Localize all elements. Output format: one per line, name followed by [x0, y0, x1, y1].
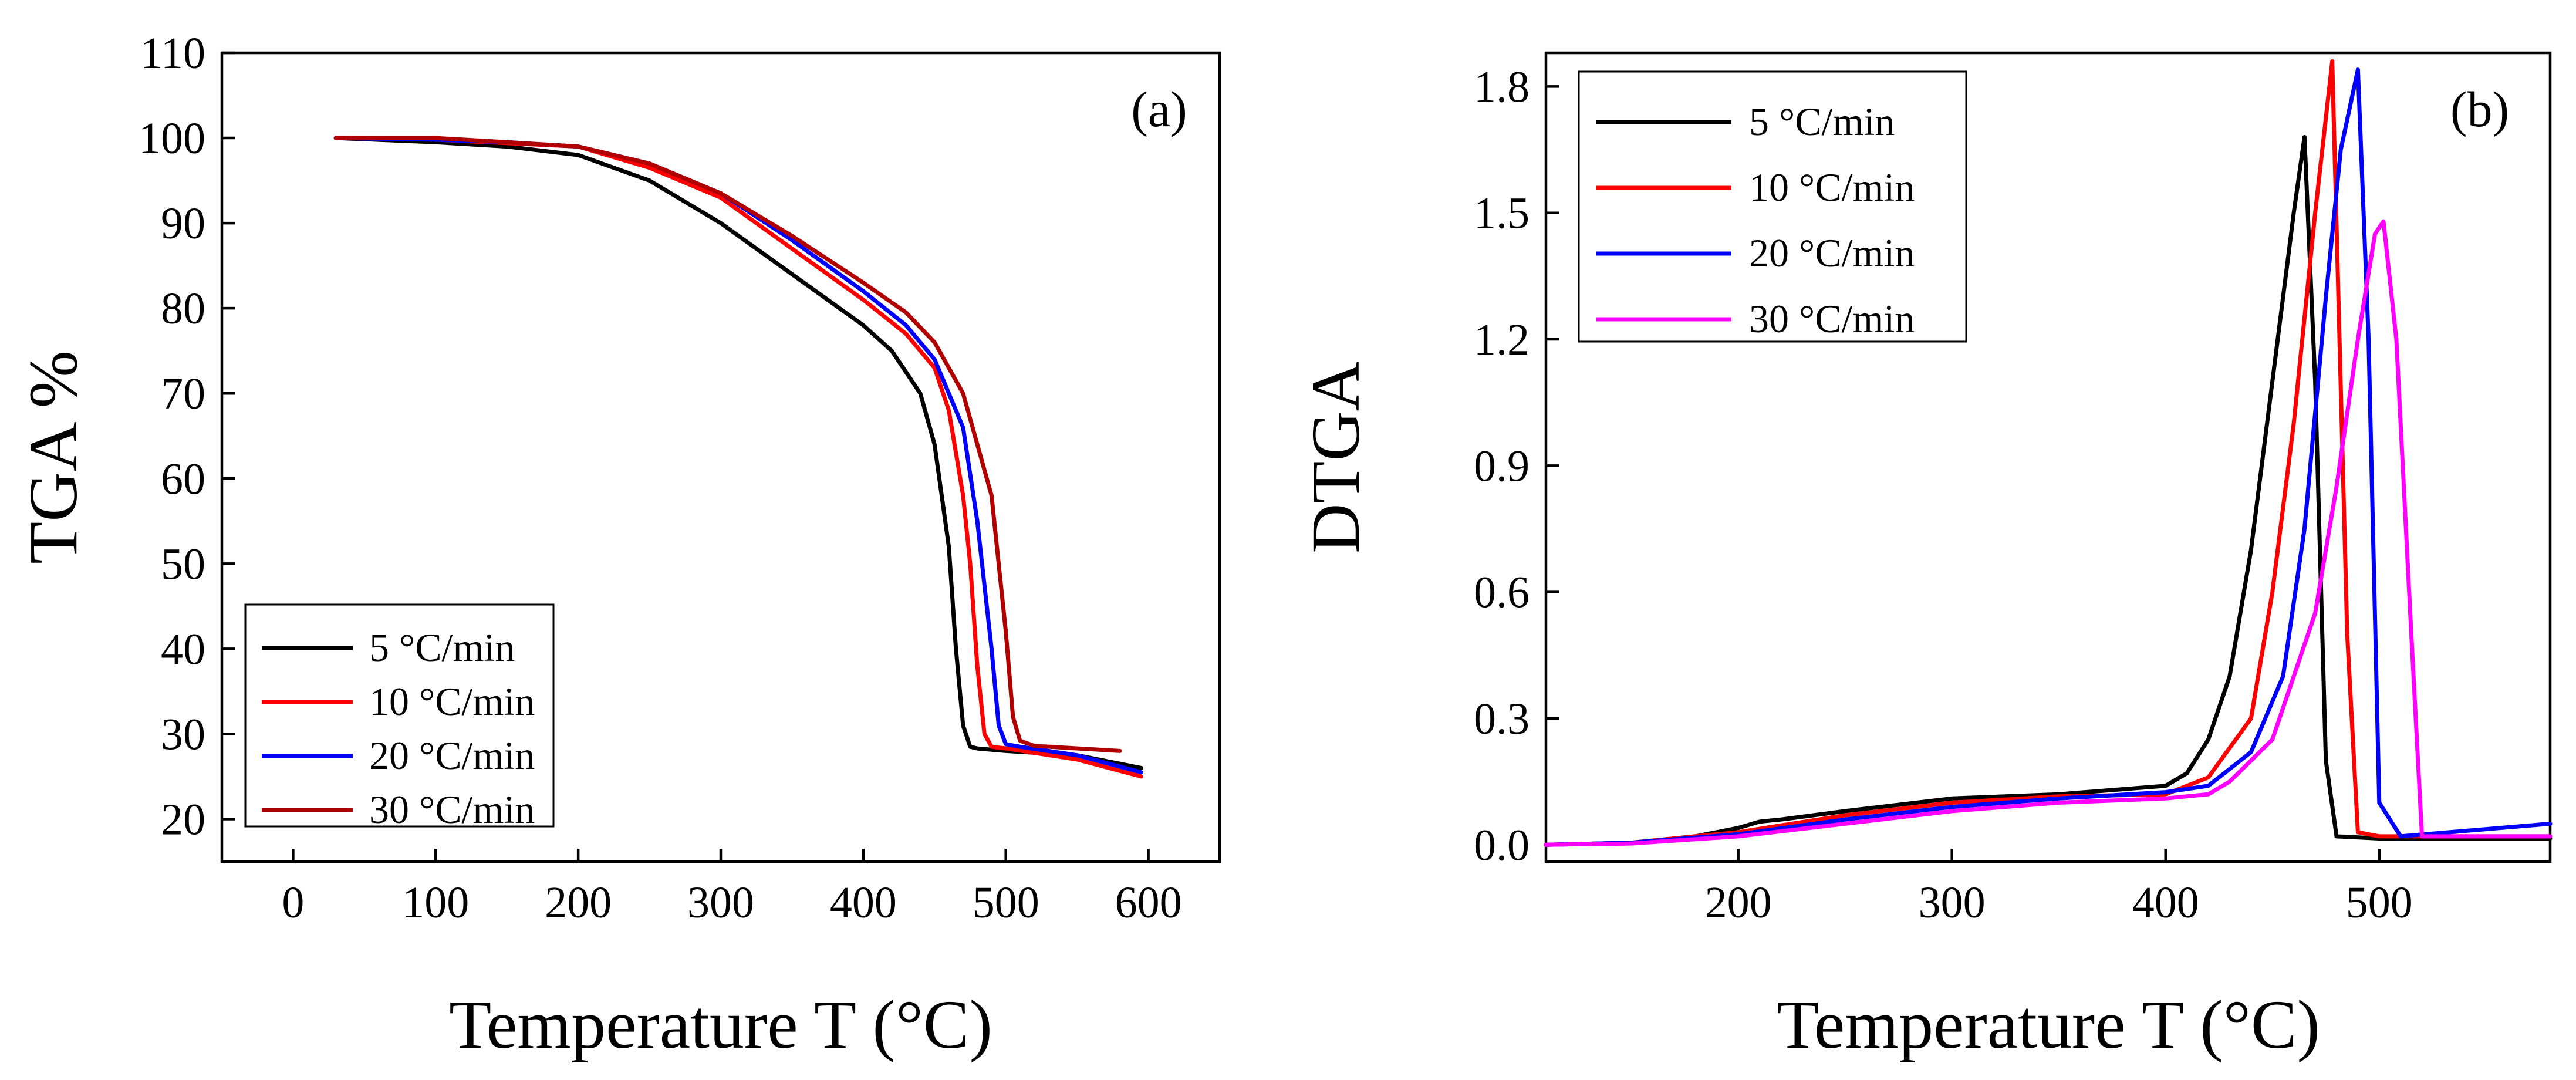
dtga-y-tick-label: 1.2: [1474, 315, 1530, 365]
dtga-x-tick-label: 400: [2132, 878, 2199, 927]
tga-legend-label: 20 °C/min: [369, 733, 535, 778]
tga-chart-panel: 0 100 200 300 400 500 600 20 30 40 50 60 70 80 90 100 11…: [15, 29, 1221, 1063]
dtga-panel-label: (b): [2450, 81, 2509, 137]
tga-panel-label: (a): [1131, 81, 1187, 137]
dtga-x-axis-title: Temperature T (°C): [1777, 986, 2320, 1063]
dtga-x-tick-label: 200: [1705, 878, 1772, 927]
dtga-legend-box: [1578, 70, 1967, 343]
tga-y-tick-label: 90: [161, 199, 205, 248]
tga-legend: 5 °C/min 10 °C/min 20 °C/min 30 °C/min: [244, 603, 555, 832]
tga-series-group: [333, 136, 1143, 779]
tga-x-axis-title: Temperature T (°C): [449, 986, 992, 1063]
tga-x-tick-label: 600: [1115, 878, 1182, 927]
tga-x-tick-label: 500: [973, 878, 1039, 927]
dtga-series-line: [1544, 59, 2553, 847]
tga-y-axis-title: TGA %: [15, 350, 92, 564]
dtga-y-tick-label: 0.9: [1474, 441, 1530, 491]
tga-series-line: [333, 136, 1143, 770]
dtga-y-tick-label: 0.3: [1474, 694, 1530, 744]
tga-x-tick-label: 0: [282, 878, 304, 927]
tga-y-tick-label: 110: [140, 29, 205, 78]
tga-y-tick-label: 40: [161, 625, 205, 674]
dtga-legend-label: 30 °C/min: [1749, 296, 1915, 341]
tga-y-tick-label: 70: [161, 369, 205, 419]
tga-y-tick-label: 20: [161, 795, 205, 844]
dtga-y-tick-label: 1.5: [1474, 189, 1530, 238]
dtga-chart-panel: 200 300 400 500 0.0 0.3 0.6 0.9 1.2 1.5 1.8 (b) Te…: [1297, 51, 2553, 1063]
dtga-series-line: [1544, 68, 2553, 847]
dtga-legend-label: 10 °C/min: [1749, 165, 1915, 210]
tga-x-tick-label: 400: [830, 878, 897, 927]
dtga-series-line: [1544, 219, 2553, 847]
tga-y-tick-label: 100: [139, 114, 205, 163]
tga-y-tick-label: 80: [161, 284, 205, 333]
tga-series-line: [333, 136, 1122, 753]
tga-y-tick-label: 60: [161, 454, 205, 504]
dtga-x-tick-label: 500: [2346, 878, 2413, 927]
tga-y-tick-label: 50: [161, 539, 205, 589]
tga-axis-ticks: 0 100 200 300 400 500 600 20 30 40 50 60 70 80 90 100 11…: [139, 29, 1182, 927]
tga-x-tick-label: 200: [545, 878, 612, 927]
tga-x-tick-label: 300: [687, 878, 754, 927]
tga-legend-label: 30 °C/min: [369, 787, 535, 832]
dtga-y-axis-title: DTGA: [1297, 361, 1374, 554]
dtga-y-tick-label: 0.6: [1474, 568, 1530, 617]
dtga-y-tick-label: 1.8: [1474, 62, 1530, 112]
dtga-legend: 5 °C/min 10 °C/min 20 °C/min 30 °C/min: [1578, 70, 1967, 343]
tga-y-tick-label: 30: [161, 710, 205, 759]
tga-legend-label: 5 °C/min: [369, 625, 515, 670]
dtga-legend-label: 20 °C/min: [1749, 231, 1915, 275]
dtga-series-group: [1544, 59, 2553, 847]
dtga-y-tick-label: 0.0: [1474, 821, 1530, 870]
dtga-plot-frame: [1544, 51, 2552, 863]
tga-legend-label: 10 °C/min: [369, 679, 535, 724]
tga-x-tick-label: 100: [402, 878, 469, 927]
dtga-legend-label: 5 °C/min: [1749, 99, 1895, 144]
tga-legend-box: [244, 603, 555, 828]
dtga-axis-ticks: 200 300 400 500 0.0 0.3 0.6 0.9 1.2 1.5 1.8: [1474, 62, 2413, 927]
dtga-x-tick-label: 300: [1919, 878, 1986, 927]
